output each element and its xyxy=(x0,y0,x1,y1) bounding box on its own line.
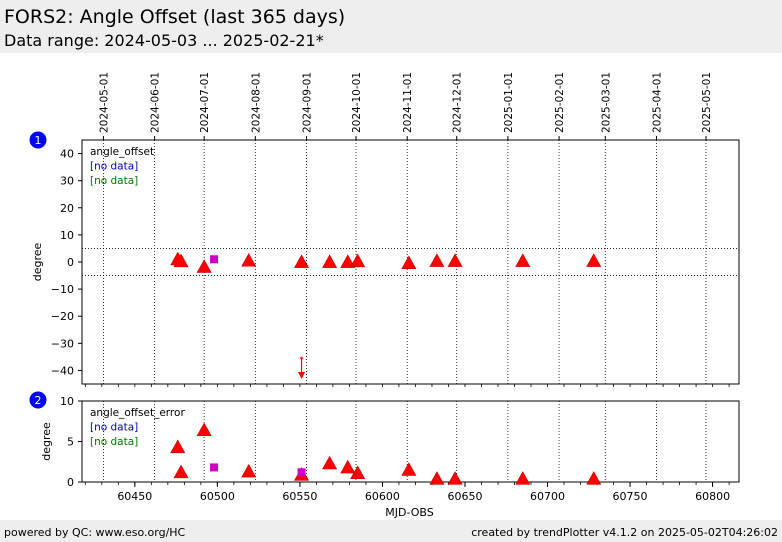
date-tick-label: 2025-03-01 xyxy=(600,72,612,133)
data-range-subtitle: Data range: 2024-05-03 ... 2025-02-21* xyxy=(4,31,324,50)
panel1-legend-entry: [no data] xyxy=(90,175,138,187)
panel2-data-point xyxy=(322,455,338,470)
panel1-badge xyxy=(29,131,47,149)
panel1-ytick-label: 0 xyxy=(67,256,74,269)
panel1-data-point xyxy=(401,255,417,269)
panel2-data-point xyxy=(173,464,189,479)
panel1-ytick-label: −40 xyxy=(51,364,74,377)
panel2-data-point-special xyxy=(210,463,219,472)
panel1-data-point xyxy=(429,253,445,267)
date-tick-label: 2025-04-01 xyxy=(651,72,663,133)
footer-powered-by: powered by QC: www.eso.org/HC xyxy=(4,526,186,539)
panel2-data-point xyxy=(340,459,356,474)
panel2-data-point xyxy=(515,471,531,485)
panel2-badge-label: 2 xyxy=(35,394,42,407)
panel1-ylabel: degree xyxy=(31,243,44,282)
panel1-ytick-label: −20 xyxy=(51,310,74,323)
date-tick-label: 2024-07-01 xyxy=(199,72,211,133)
panel2-data-point xyxy=(401,462,417,476)
xlabel: MJD-OBS xyxy=(385,506,433,519)
xtick-label: 60650 xyxy=(447,490,482,503)
panel2-data-point-special xyxy=(297,468,306,477)
xtick-label: 60500 xyxy=(200,490,235,503)
date-tick-label: 2024-09-01 xyxy=(302,72,314,133)
panel1-data-point xyxy=(322,254,338,268)
panel2-data-point xyxy=(241,463,257,478)
panel1-ytick-label: 30 xyxy=(60,175,74,188)
footer-created-by: created by trendPlotter v4.1.2 on 2025-0… xyxy=(471,526,778,539)
xtick-label: 60800 xyxy=(695,490,730,503)
date-tick-label: 2024-05-01 xyxy=(98,72,110,133)
panel1-ytick-label: 20 xyxy=(60,202,74,215)
date-tick-label: 2024-12-01 xyxy=(452,72,464,133)
panel1-data-point xyxy=(196,259,212,273)
date-tick-label: 2025-01-01 xyxy=(503,72,515,133)
panel1-data-point xyxy=(515,253,531,267)
panel1-data-point-special xyxy=(210,255,219,264)
panel1-badge-label: 1 xyxy=(35,134,42,147)
panel1-data-point xyxy=(294,254,310,268)
panel2-ytick-label: 0 xyxy=(67,476,74,489)
panel1-ytick-label: −10 xyxy=(51,283,74,296)
panel2-data-point xyxy=(429,471,445,485)
panel2-badge xyxy=(29,391,47,409)
panel1-data-point xyxy=(173,253,189,268)
date-tick-label: 2025-02-01 xyxy=(554,72,566,133)
panel2-data-point xyxy=(447,471,463,485)
panel2-data-point xyxy=(350,465,366,479)
panel1-ytick-label: 10 xyxy=(60,229,74,242)
panel2-legend-entry: angle_offset_error xyxy=(90,407,185,419)
xtick-label: 60750 xyxy=(613,490,648,503)
panel2-data-point xyxy=(196,422,212,437)
xtick-label: 60450 xyxy=(117,490,152,503)
header-bar: FORS2: Angle Offset (last 365 days) Data… xyxy=(0,0,782,53)
date-tick-label: 2025-05-01 xyxy=(701,72,713,133)
panel2-ytick-label: 10 xyxy=(60,395,74,408)
panel2-ylabel: degree xyxy=(40,422,53,461)
panel2-ytick-label: 5 xyxy=(67,436,74,449)
panel1-data-point xyxy=(447,253,463,267)
panel1-data-point xyxy=(340,254,356,268)
panel1-ytick-label: 40 xyxy=(60,148,74,161)
xtick-label: 60700 xyxy=(530,490,565,503)
footer-bar: powered by QC: www.eso.org/HC created by… xyxy=(0,520,782,542)
panel2-data-point xyxy=(170,439,186,454)
date-tick-label: 2024-11-01 xyxy=(402,72,414,133)
panel1-data-point xyxy=(350,253,366,268)
out-of-range-arrow-head xyxy=(298,372,306,379)
page-title: FORS2: Angle Offset (last 365 days) xyxy=(4,6,346,28)
date-tick-label: 2024-08-01 xyxy=(250,72,262,133)
out-of-range-arrow-tail xyxy=(300,356,303,360)
date-tick-label: 2024-06-01 xyxy=(150,72,162,133)
panel1-legend-entry: angle_offset xyxy=(90,146,154,158)
panel1-data-point xyxy=(586,253,602,267)
panel2-legend-entry: [no data] xyxy=(90,422,138,434)
panel1-legend-entry: [no data] xyxy=(90,161,138,173)
panel2-data-point xyxy=(586,471,602,485)
date-tick-label: 2024-10-01 xyxy=(351,72,363,133)
panel1-data-point xyxy=(241,253,257,267)
panel2-legend-entry: [no data] xyxy=(90,436,138,448)
xtick-label: 60600 xyxy=(365,490,400,503)
panel1-ytick-label: −30 xyxy=(51,337,74,350)
xtick-label: 60550 xyxy=(282,490,317,503)
